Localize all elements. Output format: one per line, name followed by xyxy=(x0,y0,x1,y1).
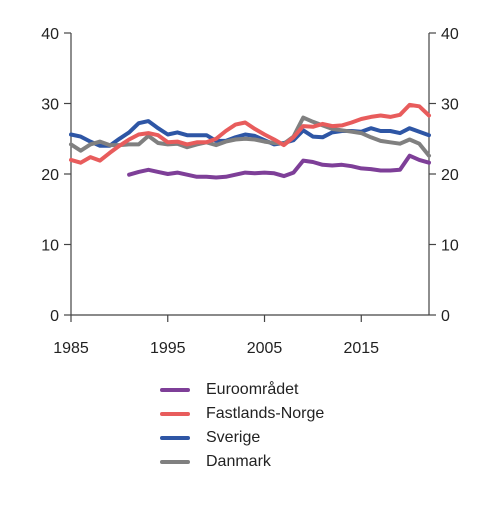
y-tick-label-right: 0 xyxy=(441,308,450,325)
legend-swatch xyxy=(160,388,190,392)
series-line-fastlands-norge xyxy=(69,102,431,165)
series-line-danmark xyxy=(69,115,431,158)
legend-swatch xyxy=(160,460,190,464)
legend-item: Sverige xyxy=(160,426,324,450)
y-tick-label-right: 20 xyxy=(441,167,459,184)
y-tick-label-left: 30 xyxy=(41,97,59,114)
legend-label: Sverige xyxy=(206,429,261,446)
y-tick-label-left: 40 xyxy=(41,26,59,43)
legend-swatch xyxy=(160,436,190,440)
legend-item: Euroområdet xyxy=(160,378,324,402)
legend-label: Danmark xyxy=(206,453,271,470)
y-tick-label-right: 30 xyxy=(441,97,459,114)
y-tick-label-left: 20 xyxy=(41,167,59,184)
y-tick-label-left: 10 xyxy=(41,238,59,255)
x-tick-label: 1995 xyxy=(150,340,186,357)
legend-label: Euroområdet xyxy=(206,381,299,398)
x-tick-label: 2015 xyxy=(343,340,379,357)
legend: Euroområdet Fastlands-Norge Sverige Danmark xyxy=(160,378,324,474)
legend-swatch xyxy=(160,412,190,416)
series-line-sverige xyxy=(69,119,431,148)
y-tick-label-left: 0 xyxy=(50,308,59,325)
legend-item: Fastlands-Norge xyxy=(160,402,324,426)
series-line-euroomr-det xyxy=(127,153,431,180)
y-tick-label-right: 10 xyxy=(441,238,459,255)
x-tick-label: 1985 xyxy=(53,340,89,357)
y-tick-label-right: 40 xyxy=(441,26,459,43)
legend-item: Danmark xyxy=(160,450,324,474)
x-tick-label: 2005 xyxy=(247,340,283,357)
legend-label: Fastlands-Norge xyxy=(206,405,325,422)
